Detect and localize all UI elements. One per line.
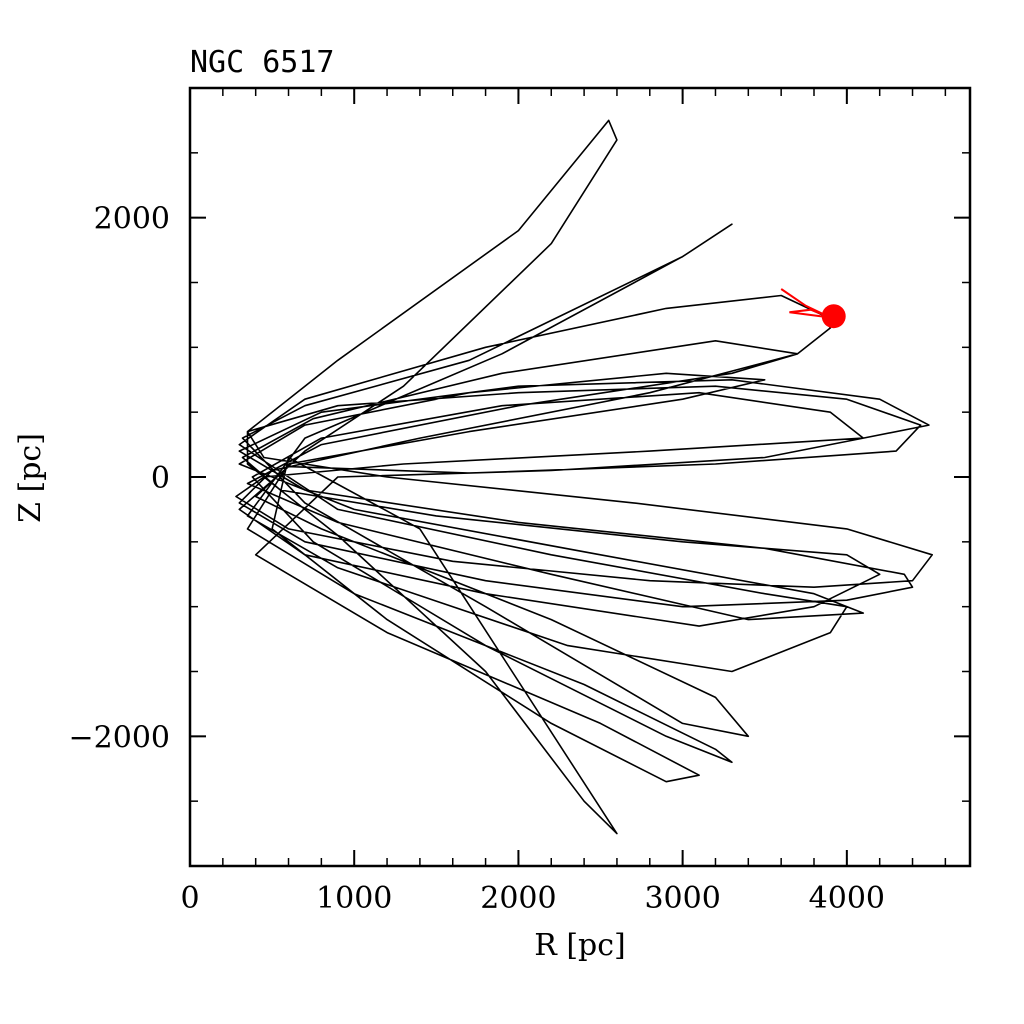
chart-title: NGC 6517: [190, 45, 335, 80]
y-axis-label: Z [pc]: [13, 433, 48, 523]
x-tick-label: 1000: [316, 881, 392, 916]
plot-area: [235, 119, 934, 835]
plot-frame: [188, 86, 972, 868]
current-position-marker: [821, 304, 846, 329]
axes: 0 1000 2000 3000 4000 −2000 0 2000: [69, 86, 972, 916]
x-tick-label: 3000: [644, 881, 720, 916]
y-tick-label: 0: [151, 461, 170, 496]
x-tick-label: 0: [180, 881, 199, 916]
x-axis-label: R [pc]: [534, 928, 626, 963]
x-tick-label: 4000: [809, 881, 885, 916]
x-tick-label: 2000: [480, 881, 556, 916]
y-tick-label: 2000: [94, 202, 170, 237]
y-tick-label: −2000: [69, 720, 170, 755]
recent-track-line: [780, 288, 831, 319]
orbit-line: [235, 119, 934, 835]
